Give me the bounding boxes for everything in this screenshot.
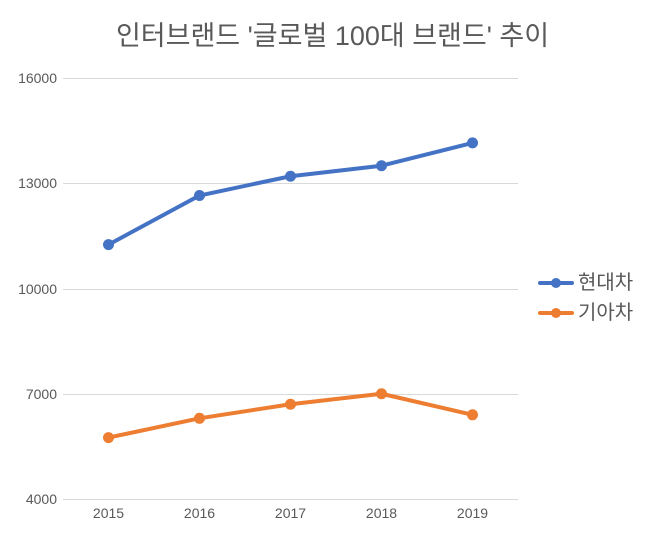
data-point-marker: [467, 409, 478, 421]
legend-label: 현대차: [578, 272, 634, 294]
y-axis-tick-label: 4000: [25, 491, 57, 507]
data-point-marker: [103, 432, 114, 444]
x-axis-tick-label: 2019: [456, 505, 489, 521]
chart-title: 인터브랜드 '글로벌 100대 브랜드' 추이: [115, 21, 550, 51]
y-axis-tick-label: 16000: [18, 70, 57, 86]
gridline: [63, 78, 518, 79]
y-axis-tick-label: 10000: [18, 280, 57, 297]
gridline: [63, 499, 518, 500]
plot-area: [63, 78, 518, 500]
data-point-marker: [103, 239, 114, 251]
data-point-marker: [285, 398, 296, 410]
data-point-marker: [376, 388, 387, 400]
gridline: [63, 288, 518, 290]
gridline: [63, 183, 518, 185]
y-axis-tick-label: 7000: [25, 385, 57, 402]
gridline: [63, 393, 518, 395]
x-axis-tick-label: 2016: [183, 505, 216, 521]
data-point-marker: [376, 160, 387, 172]
legend-item[interactable]: 현대차: [538, 268, 658, 298]
legend-dot-icon: [551, 308, 561, 318]
x-axis-tick-label: 2017: [274, 505, 307, 521]
x-axis-tick-label: 2015: [92, 505, 125, 521]
y-axis-tick-label: 13000: [18, 175, 57, 192]
series-plot: [103, 137, 478, 444]
x-axis-tick-labels: 2015 2016 2017 2018 2019: [63, 505, 518, 533]
legend-marker-icon: [538, 276, 574, 290]
data-point-marker: [194, 412, 205, 424]
x-axis-tick-label: 2018: [365, 505, 398, 521]
legend-marker-icon: [538, 306, 574, 320]
legend-item[interactable]: 기아차: [538, 298, 658, 328]
data-point-marker: [467, 137, 478, 149]
y-axis-tick-labels: 4000 7000 10000 13000 16000: [0, 70, 57, 507]
data-point-marker: [194, 190, 205, 202]
series-line: [106, 140, 475, 247]
legend-label: 기아차: [578, 302, 634, 324]
legend-dot-icon: [551, 278, 561, 288]
data-point-marker: [285, 170, 296, 182]
